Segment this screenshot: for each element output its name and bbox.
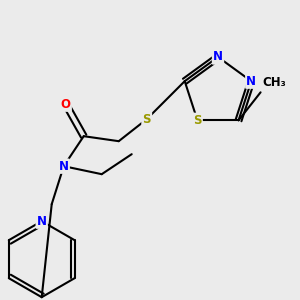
Text: CH₃: CH₃ <box>262 76 286 89</box>
Text: S: S <box>142 113 151 126</box>
Text: N: N <box>59 160 69 173</box>
Text: N: N <box>213 50 223 64</box>
Text: S: S <box>193 114 202 127</box>
Text: N: N <box>246 75 256 88</box>
Text: O: O <box>61 98 71 111</box>
Text: N: N <box>37 215 47 228</box>
